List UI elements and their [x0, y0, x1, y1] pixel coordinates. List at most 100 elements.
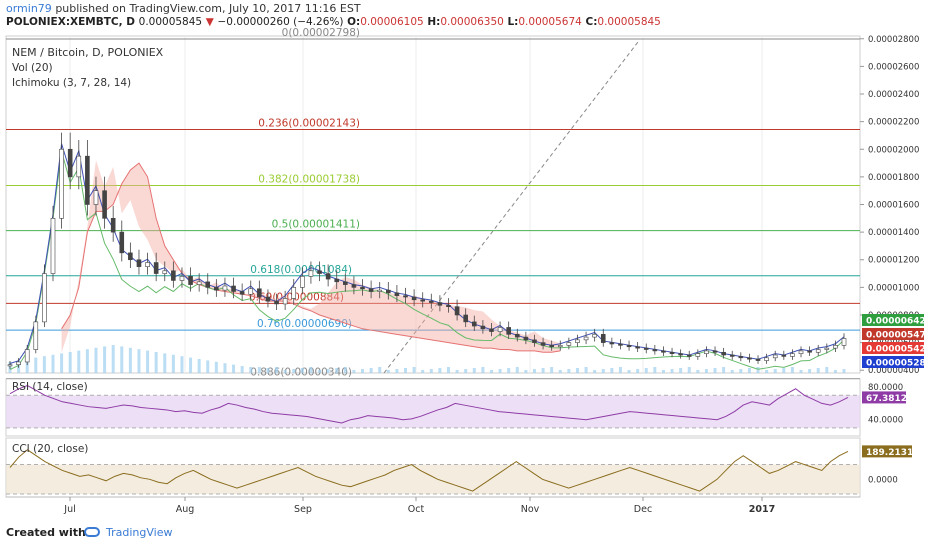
candle-body [188, 276, 193, 285]
candle-body [411, 296, 417, 301]
candle-body [514, 334, 520, 338]
x-tick-label: Sep [294, 504, 312, 515]
fib-level-label: 0.618(0.00001084) [250, 264, 352, 276]
price-tag-label: 0.00000542 [866, 345, 926, 355]
volume-bar [610, 368, 614, 373]
cci-title: CCI (20, close) [12, 443, 88, 455]
fib-level-label: 0.76(0.00000690) [257, 318, 352, 330]
candle-body [747, 357, 752, 360]
volume-bar [369, 368, 373, 373]
volume-bar [51, 354, 55, 373]
candle-body [824, 347, 830, 350]
candle-body [145, 262, 150, 267]
candle-body [678, 353, 683, 356]
candle-body [686, 354, 692, 357]
candle-body [815, 349, 821, 353]
volume-bar [627, 370, 631, 373]
volume-bar [171, 354, 175, 373]
y-tick-label: 0.00000400 [868, 366, 919, 376]
volume-bar [343, 367, 347, 373]
price-tag [862, 314, 924, 326]
fib-level-label: 0(0.00002798) [282, 27, 360, 39]
volume-bar [103, 346, 107, 373]
cci-line [9, 449, 849, 492]
y-tick-label: 0.00001000 [868, 283, 919, 293]
y-tick-label: 0.00002200 [868, 118, 919, 128]
volume-bar [601, 369, 605, 373]
candle-body [523, 336, 529, 341]
price-tag-label: 0.00000642 [866, 317, 926, 327]
volume-bar [687, 367, 691, 373]
volume-bar [455, 370, 459, 373]
volume-bar [318, 370, 322, 373]
volume-bar [197, 359, 201, 373]
candle-body [162, 270, 168, 274]
price-tag [862, 328, 924, 340]
tradingview-logo[interactable]: TradingView [84, 526, 172, 539]
candle-body [179, 276, 185, 281]
time-axis[interactable]: Jul Aug Sep Oct Nov Dec 2017 [6, 496, 860, 515]
candle-body [471, 321, 477, 327]
candle-body [772, 354, 778, 359]
candle-body [351, 284, 357, 288]
legend-ichimoku: Ichimoku (3, 7, 28, 14) [12, 77, 131, 89]
volume-bar [232, 364, 236, 373]
candle-body [153, 262, 159, 274]
volume-bar [507, 368, 511, 373]
candle-body [532, 339, 537, 343]
candle-body [549, 345, 554, 348]
candle-body [239, 291, 245, 295]
published-info: published on TradingView.com, July 10, 2… [55, 2, 361, 15]
cci-value-label: 189.2131 [866, 448, 913, 458]
volume-bar [722, 367, 726, 373]
candle-body [50, 218, 56, 274]
volume-bar [696, 370, 700, 373]
volume-bar [541, 368, 545, 373]
volume-bar [180, 356, 184, 373]
candle-body [93, 190, 99, 205]
volume-bar [782, 368, 786, 373]
volume-bar [189, 357, 193, 373]
candle-body [798, 350, 804, 354]
volume-bar [438, 368, 442, 373]
volume-bar [472, 368, 476, 373]
volume-bar [446, 367, 450, 373]
volume-bar [790, 367, 794, 373]
candle-body [76, 155, 82, 178]
candle-body [635, 346, 640, 349]
candle-body [343, 281, 348, 285]
volume-bar [283, 370, 287, 373]
ichimoku-cloud [61, 160, 561, 353]
y-tick-label: 0.00002000 [868, 145, 919, 155]
volume-bar [60, 353, 64, 373]
volume-bar [240, 366, 244, 373]
candle-body [695, 353, 701, 357]
volume-bar [146, 350, 150, 373]
candle-body [600, 334, 606, 343]
candle-body [300, 276, 305, 288]
volume-bar [515, 367, 519, 373]
volume-bar [679, 368, 683, 373]
candle-body [618, 343, 623, 346]
volume-bar [524, 370, 528, 373]
volume-bar [739, 369, 743, 373]
candle-body [420, 299, 426, 302]
candle-body [764, 357, 769, 361]
price-pane[interactable]: 0.00002800 0.00002600 0.00002400 0.00002200… [5, 27, 926, 380]
candle-body [136, 259, 142, 267]
candle-body [214, 287, 219, 291]
volume-bar [713, 368, 717, 373]
volume-bar [404, 368, 408, 373]
volume-bar [309, 367, 313, 373]
price-change: −0.00000260 (−4.26%) [217, 16, 344, 28]
publisher-username[interactable]: ormin79 [6, 2, 52, 15]
volume-bar [808, 369, 812, 373]
candle-body [16, 361, 21, 366]
candle-body [540, 342, 546, 346]
price-tag-label: 0.00000528 [866, 359, 926, 369]
x-tick-label: Jul [63, 504, 75, 515]
rsi-pane[interactable]: RSI (14, close) 80.0000 40.0000 67.3812 [5, 378, 907, 437]
tradingview-cloud-icon [84, 527, 100, 537]
